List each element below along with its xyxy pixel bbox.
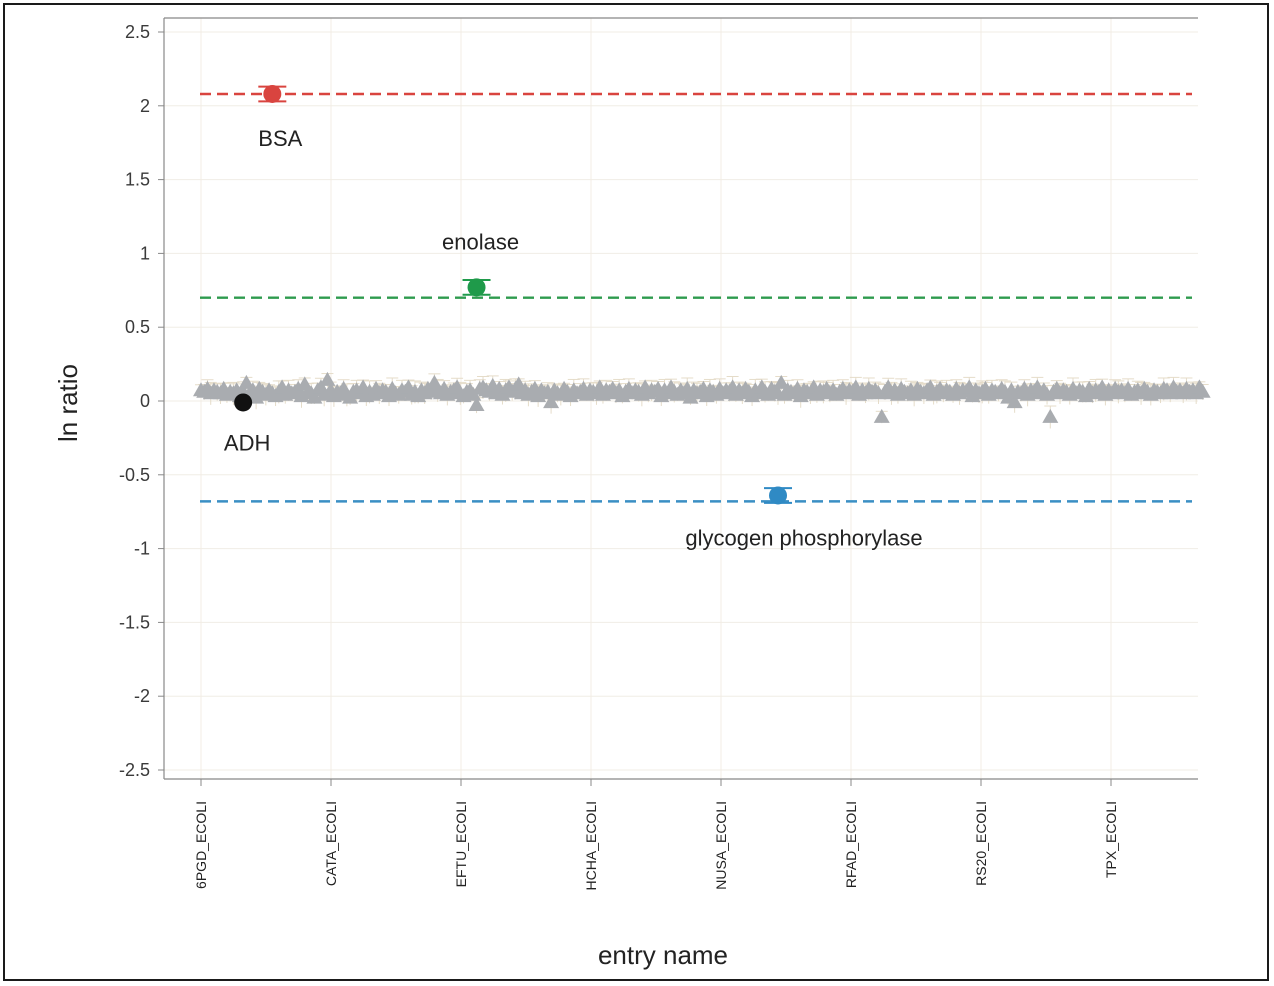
x-axis-title: entry name	[598, 940, 728, 970]
axes	[158, 17, 1198, 786]
figure-frame	[3, 3, 1269, 981]
ecoli-point	[873, 408, 890, 423]
y-tick-label: -2	[134, 686, 150, 706]
x-tick-labels: 6PGD_ECOLI CATA_ECOLI EFTU_ECOLI HCHA_ECOLI…	[193, 801, 1119, 890]
ecoli-point	[468, 397, 485, 412]
enolase-point	[467, 278, 486, 297]
bsa-label: BSA	[258, 126, 302, 151]
x-tick-label: EFTU_ECOLI	[453, 801, 469, 887]
ecoli-point	[1194, 383, 1211, 398]
bsa-point	[263, 84, 282, 103]
y-tick-label: 1	[140, 243, 150, 263]
reference-lines	[200, 92, 1192, 503]
y-axis-title: ln ratio	[53, 364, 83, 442]
y-tick-label: 0	[140, 391, 150, 411]
y-tick-label: 2	[140, 96, 150, 116]
y-tick-labels: 2.5 2 1.5 1 0.5 0 -0.5 -1 -1.5 -2 -2.5	[119, 22, 150, 780]
adh-label: ADH	[224, 430, 270, 455]
ecoli-point	[1042, 408, 1059, 423]
ecoli-point	[773, 374, 790, 389]
x-tick-label: HCHA_ECOLI	[583, 801, 599, 890]
x-tick-label: NUSA_ECOLI	[713, 801, 729, 890]
glycogen-phosphorylase-point	[769, 486, 788, 505]
x-tick-label: 6PGD_ECOLI	[193, 801, 209, 889]
ecoli-point	[543, 394, 560, 409]
y-tick-label: 0.5	[125, 317, 150, 337]
x-tick-label: TPX_ECOLI	[1103, 801, 1119, 878]
y-tick-label: -1.5	[119, 612, 150, 632]
y-tick-label: -1	[134, 539, 150, 559]
ecoli-series	[193, 371, 1211, 429]
y-tick-label: -2.5	[119, 760, 150, 780]
glycogen-phosphorylase-label: glycogen phosphorylase	[685, 525, 922, 550]
enolase-label: enolase	[442, 229, 519, 254]
y-tick-label: 2.5	[125, 22, 150, 42]
x-tick-label: CATA_ECOLI	[323, 801, 339, 886]
x-tick-label: RS20_ECOLI	[973, 801, 989, 886]
ecoli-point	[1006, 394, 1023, 409]
highlighted-proteins: BSA enolase ADH glycogen phosphorylase	[224, 84, 923, 550]
x-tick-label: RFAD_ECOLI	[843, 801, 859, 888]
adh-point	[234, 393, 253, 412]
ecoli-point	[319, 371, 336, 386]
y-tick-label: 1.5	[125, 170, 150, 190]
y-tick-label: -0.5	[119, 465, 150, 485]
ecoli-point	[238, 374, 255, 389]
